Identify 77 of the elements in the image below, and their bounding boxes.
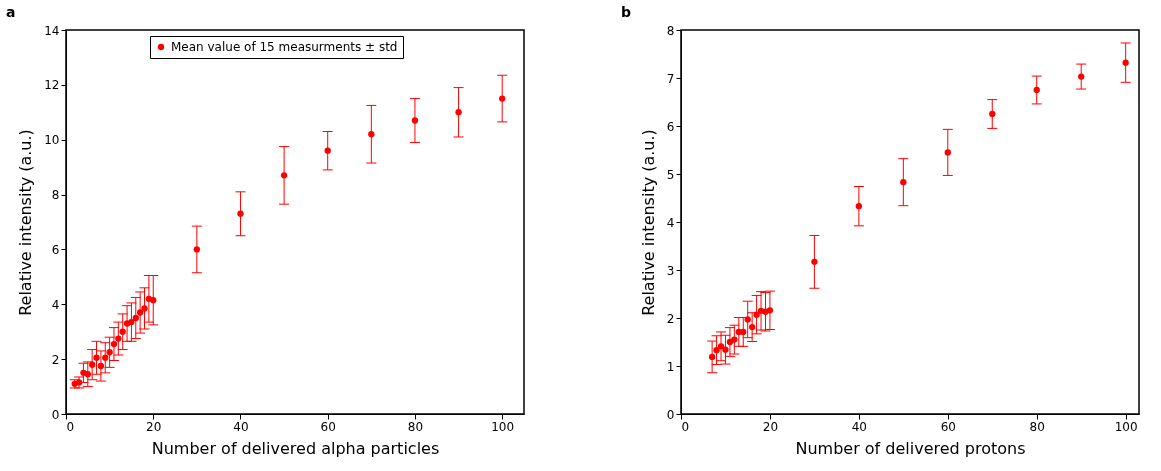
point (713, 347, 720, 354)
point (748, 323, 756, 331)
x-tick-label: 80 (407, 419, 424, 434)
x-tick-label: 100 (1114, 419, 1138, 434)
x-tick-label: 80 (1029, 419, 1045, 434)
point (97, 362, 105, 370)
y-tick-label: 4 (51, 297, 60, 312)
x-tick-label: 40 (851, 419, 867, 434)
point (132, 314, 139, 322)
y-tick-label: 2 (51, 352, 60, 367)
x-axis-title: Number of delivered protons (795, 438, 1026, 458)
point (900, 179, 907, 186)
point (1078, 73, 1085, 80)
point (753, 311, 760, 318)
x-tick-label: 20 (762, 419, 779, 434)
point (708, 353, 716, 361)
y-tick-label: 8 (51, 188, 60, 203)
point (855, 203, 863, 210)
point (128, 318, 135, 326)
point (102, 354, 109, 361)
y-tick-label: 8 (666, 23, 675, 38)
x-tick-label: 100 (491, 419, 515, 434)
point (93, 354, 100, 361)
x-tick-label: 0 (681, 419, 690, 434)
point (722, 346, 729, 353)
legend-label: Mean value of 15 measurments ± std (171, 40, 398, 54)
point (989, 110, 996, 118)
point (368, 131, 375, 138)
y-tick-label: 6 (666, 119, 675, 134)
point (280, 172, 288, 179)
y-tick-label: 2 (666, 311, 675, 326)
point (740, 328, 747, 336)
point (499, 95, 506, 102)
x-tick-label: 60 (320, 419, 336, 434)
point (944, 149, 951, 156)
y-axis-title: Relative intensity (a.u.) (16, 129, 36, 316)
y-tick-label: 0 (51, 407, 60, 422)
point (1033, 86, 1040, 94)
y-tick-label: 5 (666, 167, 675, 182)
point (766, 307, 774, 314)
chart-title: b (621, 4, 632, 20)
x-tick-label: 0 (66, 419, 75, 434)
y-tick-label: 3 (666, 263, 675, 278)
point (717, 343, 725, 350)
point (237, 210, 244, 217)
point (726, 338, 734, 346)
y-tick-label: 0 (666, 407, 675, 422)
y-tick-label: 4 (666, 215, 675, 230)
point (324, 147, 331, 154)
point (84, 371, 91, 378)
point (455, 109, 462, 116)
point (136, 309, 144, 316)
point (110, 340, 118, 348)
point (193, 246, 201, 253)
chart-title: a (6, 4, 16, 20)
point (150, 297, 157, 304)
point (89, 361, 96, 368)
x-axis-title: Number of delivered alpha particles (151, 438, 440, 458)
y-tick-label: 7 (666, 71, 675, 86)
y-axis-title: Relative intensity (a.u.) (638, 129, 658, 316)
y-tick-label: 12 (44, 78, 60, 93)
y-tick-label: 14 (44, 23, 60, 38)
point (744, 316, 751, 323)
point (731, 336, 738, 343)
x-tick-label: 20 (146, 419, 162, 434)
point (115, 335, 122, 342)
x-tick-label: 60 (940, 419, 956, 434)
y-tick-label: 10 (44, 133, 60, 148)
point (811, 258, 818, 265)
y-tick-label: 1 (666, 359, 675, 374)
point (1122, 59, 1129, 66)
point (141, 305, 148, 312)
point (119, 328, 126, 335)
x-tick-label: 40 (233, 419, 249, 434)
point (411, 117, 419, 124)
point (106, 349, 113, 356)
y-tick-label: 6 (51, 242, 60, 257)
